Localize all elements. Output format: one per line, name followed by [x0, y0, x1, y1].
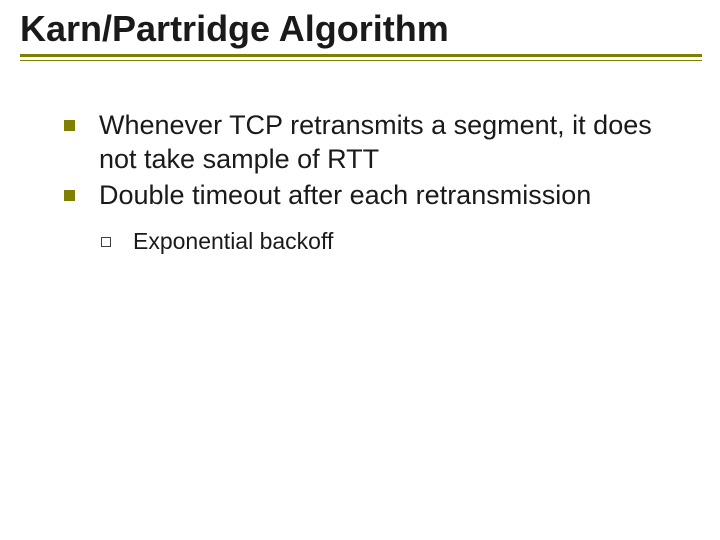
bullet-text: Whenever TCP retransmits a segment, it d…: [99, 109, 690, 177]
underline-thick: [20, 54, 702, 57]
bullet-text: Double timeout after each retransmission: [99, 179, 591, 213]
bullet-item: Double timeout after each retransmission: [64, 179, 690, 213]
bullet-item: Whenever TCP retransmits a segment, it d…: [64, 109, 690, 177]
sub-bullet-area: Exponential backoff: [64, 214, 690, 255]
slide-title: Karn/Partridge Algorithm: [20, 8, 700, 50]
slide-container: Karn/Partridge Algorithm Whenever TCP re…: [0, 0, 720, 255]
title-underline: [0, 54, 720, 61]
sub-bullet-text: Exponential backoff: [133, 228, 333, 255]
square-bullet-icon: [64, 120, 75, 131]
square-bullet-icon: [64, 190, 75, 201]
hollow-square-bullet-icon: [101, 237, 111, 247]
title-section: Karn/Partridge Algorithm: [0, 0, 720, 54]
content-area: Whenever TCP retransmits a segment, it d…: [0, 61, 720, 255]
sub-bullet-item: Exponential backoff: [101, 228, 690, 255]
